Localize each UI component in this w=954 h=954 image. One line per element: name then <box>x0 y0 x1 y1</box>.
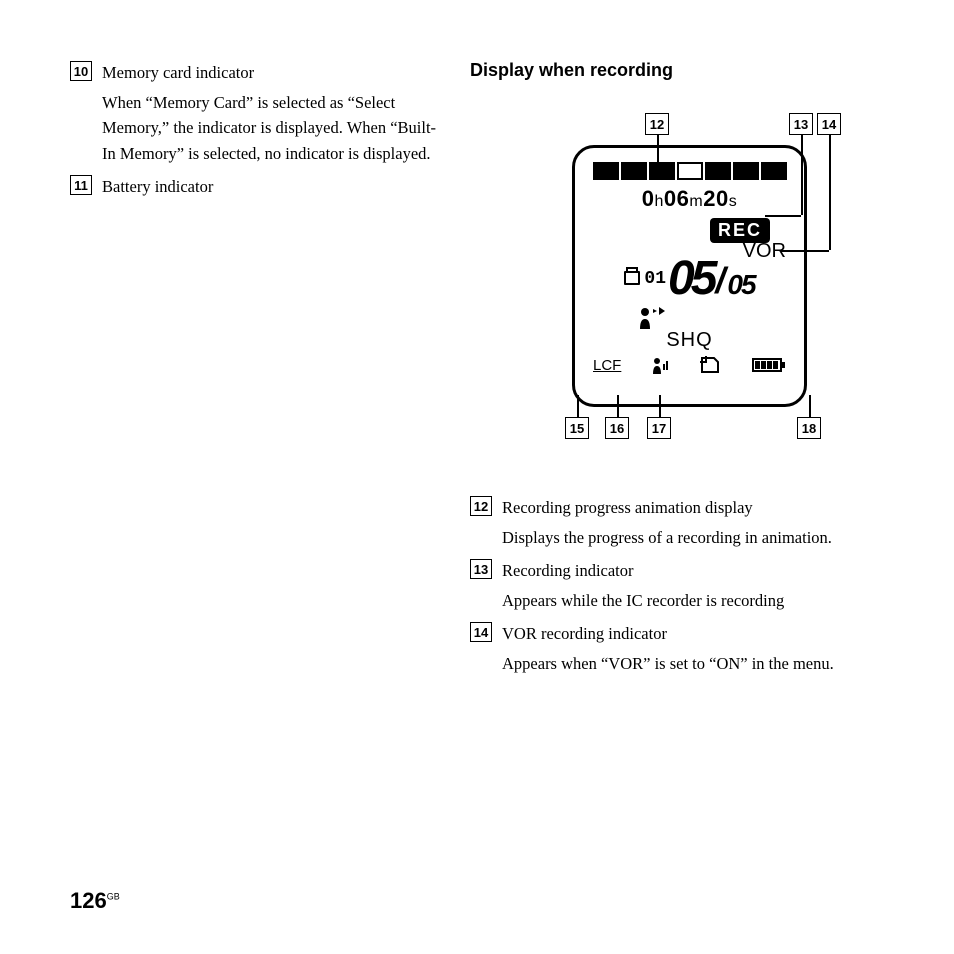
progress-block <box>593 162 619 180</box>
page-region: GB <box>107 892 120 902</box>
mic-sensitivity-icon <box>637 305 667 331</box>
track-current: 05 <box>668 255 713 303</box>
left-column: 10 Memory card indicator When “Memory Card… <box>70 60 440 684</box>
list-item: 12 Recording progress animation display Di… <box>470 495 904 550</box>
lead-line <box>617 395 619 417</box>
callout-15: 15 <box>565 417 589 439</box>
memory-card-icon <box>700 356 722 374</box>
lcd-diagram: 0h06m20s REC VOR 01 05 / 05 <box>497 105 877 455</box>
item-description: When “Memory Card” is selected as “Selec… <box>102 90 440 167</box>
noise-cut-icon <box>651 356 671 374</box>
time-hours: 0 <box>642 186 655 211</box>
item-title: Battery indicator <box>102 174 213 200</box>
lead-line <box>657 135 659 165</box>
item-content: Memory card indicator When “Memory Card” … <box>102 60 440 166</box>
progress-bar <box>591 162 788 180</box>
elapsed-time: 0h06m20s <box>591 186 788 212</box>
mic-sensitivity-row <box>591 305 788 331</box>
item-title: Recording indicator <box>502 558 784 584</box>
progress-block <box>677 162 703 180</box>
list-item: 13 Recording indicator Appears while the I… <box>470 558 904 613</box>
item-content: VOR recording indicator Appears when “VOR… <box>502 621 834 676</box>
list-item: 10 Memory card indicator When “Memory Card… <box>70 60 440 166</box>
callout-12: 12 <box>645 113 669 135</box>
callout-16: 16 <box>605 417 629 439</box>
lead-line <box>829 135 831 250</box>
progress-block <box>733 162 759 180</box>
item-title: VOR recording indicator <box>502 621 834 647</box>
right-column: Display when recording 0h06m20s REC VOR … <box>470 60 904 684</box>
lead-line <box>577 395 579 417</box>
item-number-box: 11 <box>70 175 92 195</box>
page-number-value: 126 <box>70 888 107 913</box>
item-description: Displays the progress of a recording in … <box>502 525 832 551</box>
folder-icon <box>624 271 640 285</box>
lead-line <box>765 215 801 217</box>
item-description: Appears when “VOR” is set to “ON” in the… <box>502 651 834 677</box>
item-content: Recording progress animation display Disp… <box>502 495 832 550</box>
two-column-layout: 10 Memory card indicator When “Memory Card… <box>70 60 904 684</box>
list-item: 14 VOR recording indicator Appears when “V… <box>470 621 904 676</box>
time-minutes: 06 <box>664 186 689 211</box>
progress-block <box>621 162 647 180</box>
list-item: 11 Battery indicator <box>70 174 440 204</box>
item-title: Recording progress animation display <box>502 495 832 521</box>
page-number: 126GB <box>70 888 120 914</box>
status-row: LCF <box>591 356 788 374</box>
slash: / <box>715 263 725 299</box>
section-title: Display when recording <box>470 60 904 81</box>
track-total: 05 <box>727 269 754 301</box>
lcf-label: LCF <box>593 357 621 374</box>
progress-block <box>761 162 787 180</box>
lead-line <box>809 395 811 417</box>
item-number-box: 10 <box>70 61 92 81</box>
battery-icon <box>752 357 786 373</box>
progress-block <box>705 162 731 180</box>
item-content: Battery indicator <box>102 174 213 204</box>
folder-number: 01 <box>644 269 666 289</box>
item-number-box: 13 <box>470 559 492 579</box>
right-item-list: 12 Recording progress animation display Di… <box>470 495 904 676</box>
lead-line <box>781 250 829 252</box>
callout-17: 17 <box>647 417 671 439</box>
item-content: Recording indicator Appears while the IC … <box>502 558 784 613</box>
item-number-box: 12 <box>470 496 492 516</box>
lead-line <box>801 135 803 215</box>
lead-line <box>659 395 661 417</box>
callout-14: 14 <box>817 113 841 135</box>
item-description: Appears while the IC recorder is recordi… <box>502 588 784 614</box>
rec-mode-label: SHQ <box>591 329 788 352</box>
callout-13: 13 <box>789 113 813 135</box>
time-seconds: 20 <box>703 186 728 211</box>
progress-block <box>649 162 675 180</box>
lcd-screen: 0h06m20s REC VOR 01 05 / 05 <box>572 145 807 407</box>
item-title: Memory card indicator <box>102 60 440 86</box>
item-number-box: 14 <box>470 622 492 642</box>
track-row: 01 05 / 05 <box>591 247 788 303</box>
callout-18: 18 <box>797 417 821 439</box>
